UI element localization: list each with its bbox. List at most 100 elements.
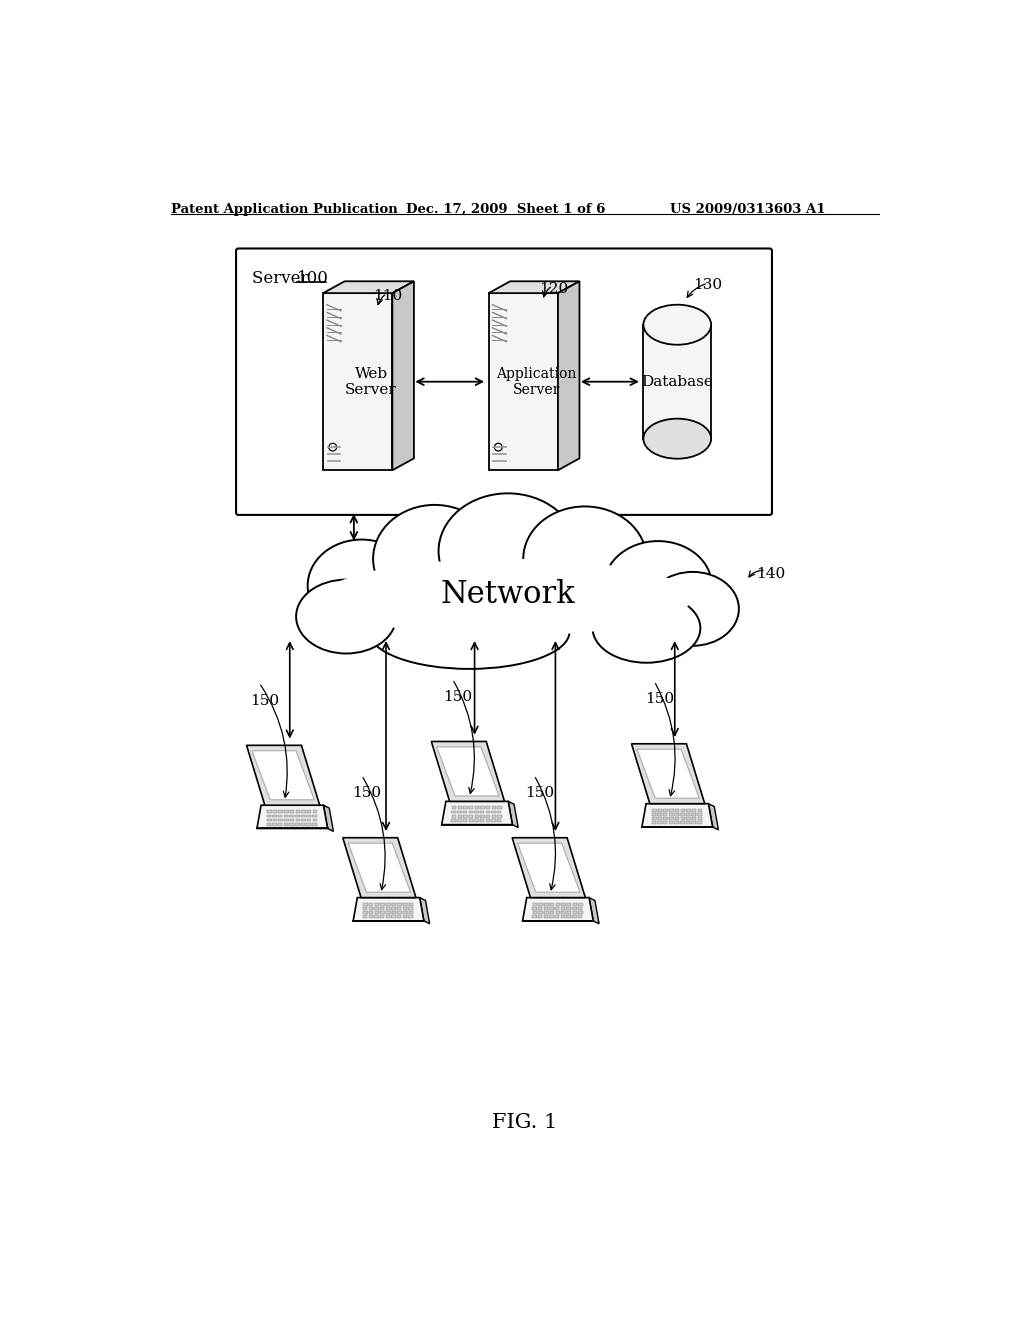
Bar	[480, 807, 484, 809]
Bar	[312, 818, 317, 821]
Bar	[532, 903, 538, 906]
Bar	[555, 903, 560, 906]
Polygon shape	[392, 281, 414, 470]
Bar	[409, 911, 414, 913]
Text: 150: 150	[443, 689, 472, 704]
Bar	[369, 915, 373, 919]
Bar	[369, 903, 374, 906]
Bar	[680, 813, 684, 816]
Bar	[686, 817, 690, 820]
Polygon shape	[512, 838, 586, 898]
Bar	[532, 915, 537, 919]
Bar	[272, 810, 278, 813]
Bar	[664, 821, 668, 824]
Ellipse shape	[643, 305, 711, 345]
Bar	[463, 814, 468, 817]
Polygon shape	[589, 898, 599, 924]
Text: 150: 150	[250, 693, 279, 708]
Bar	[386, 907, 390, 909]
Bar	[657, 817, 663, 820]
Bar	[301, 818, 305, 821]
Bar	[364, 903, 368, 906]
Bar	[307, 810, 311, 813]
Bar	[290, 810, 294, 813]
Bar	[544, 915, 548, 919]
Polygon shape	[517, 843, 580, 892]
Bar	[380, 907, 384, 909]
Bar	[697, 809, 702, 812]
Bar	[290, 818, 294, 821]
Bar	[680, 821, 684, 824]
Polygon shape	[324, 805, 334, 832]
Ellipse shape	[307, 537, 708, 649]
Bar	[458, 807, 462, 809]
Text: 110: 110	[373, 289, 402, 304]
Bar	[284, 822, 288, 826]
Bar	[492, 818, 496, 822]
Bar	[279, 822, 283, 826]
Polygon shape	[441, 801, 512, 825]
Polygon shape	[436, 747, 499, 796]
Bar	[675, 821, 679, 824]
Bar	[664, 817, 668, 820]
Bar	[579, 911, 583, 913]
Bar	[375, 907, 379, 909]
Bar	[463, 810, 467, 813]
Bar	[452, 810, 456, 813]
Bar	[669, 817, 674, 820]
Bar	[532, 907, 537, 909]
Bar	[691, 821, 696, 824]
Bar	[272, 822, 276, 826]
Bar	[364, 911, 368, 913]
Bar	[544, 911, 549, 913]
Bar	[307, 818, 311, 821]
Bar	[539, 911, 543, 913]
Bar	[480, 814, 484, 817]
Bar	[651, 821, 656, 824]
Bar	[381, 903, 385, 906]
Bar	[306, 822, 311, 826]
Bar	[452, 814, 457, 817]
Bar	[572, 915, 577, 919]
Text: FIG. 1: FIG. 1	[493, 1113, 557, 1133]
Polygon shape	[257, 805, 328, 829]
Bar	[572, 907, 577, 909]
Bar	[578, 915, 583, 919]
Text: 120: 120	[539, 281, 568, 296]
Bar	[474, 818, 478, 822]
Bar	[561, 903, 565, 906]
Bar	[555, 915, 559, 919]
Polygon shape	[709, 804, 719, 830]
Ellipse shape	[296, 579, 396, 653]
Bar	[272, 814, 276, 817]
Bar	[480, 818, 484, 822]
Text: Server: Server	[252, 271, 314, 286]
Bar	[480, 810, 484, 813]
Bar	[686, 821, 690, 824]
Bar	[284, 814, 288, 817]
Bar	[409, 903, 414, 906]
Bar	[469, 810, 473, 813]
Bar	[567, 903, 571, 906]
Bar	[301, 814, 305, 817]
Bar	[296, 810, 300, 813]
Bar	[381, 911, 385, 913]
Bar	[550, 907, 554, 909]
Bar	[675, 817, 679, 820]
Bar	[697, 813, 701, 816]
Bar	[675, 809, 679, 812]
Bar	[579, 903, 583, 906]
Bar	[651, 813, 656, 816]
Bar	[669, 821, 673, 824]
Bar	[279, 814, 283, 817]
Text: US 2009/0313603 A1: US 2009/0313603 A1	[670, 203, 825, 216]
Bar	[686, 813, 690, 816]
Bar	[267, 810, 271, 813]
Bar	[457, 810, 462, 813]
Bar	[279, 810, 283, 813]
Polygon shape	[643, 325, 711, 438]
Polygon shape	[252, 751, 314, 800]
Bar	[285, 818, 289, 821]
Bar	[452, 807, 457, 809]
Bar	[555, 911, 560, 913]
